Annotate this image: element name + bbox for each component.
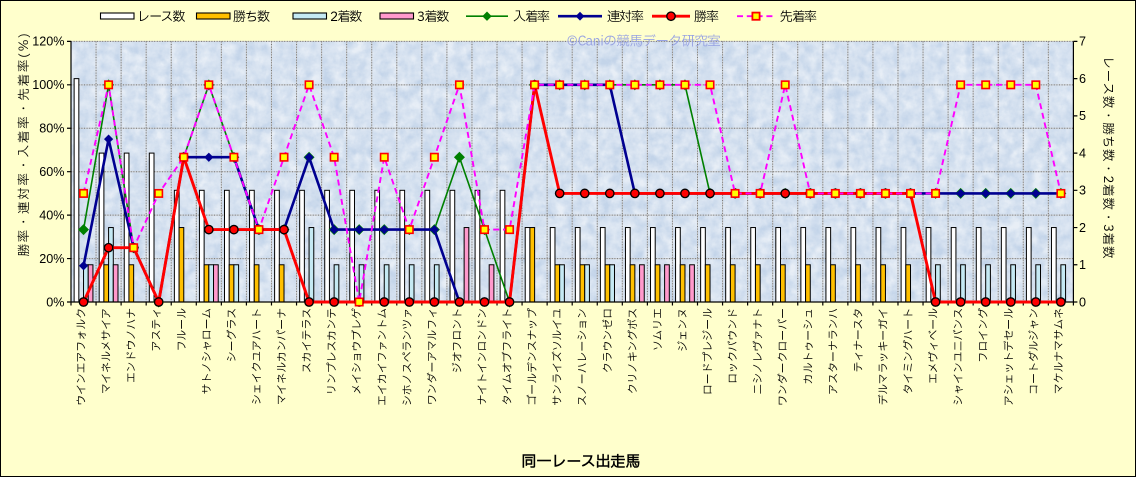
svg-text:2: 2 <box>1079 221 1086 235</box>
svg-text:2着数: 2着数 <box>330 7 362 27</box>
svg-text:デルマラッキーガイ: デルマラッキーガイ <box>875 308 892 405</box>
svg-text:60%: 60% <box>39 165 64 179</box>
svg-text:ティナースタ: ティナースタ <box>850 308 867 372</box>
svg-text:クラウンゼロ: クラウンゼロ <box>599 308 616 373</box>
svg-text:80%: 80% <box>39 122 64 136</box>
svg-text:勝率: 勝率 <box>694 7 719 27</box>
svg-text:タイミングハート: タイミングハート <box>900 308 917 394</box>
svg-text:連対率: 連対率 <box>607 7 644 27</box>
svg-text:フルール: フルール <box>173 308 190 351</box>
svg-text:アスティ: アスティ <box>148 308 165 351</box>
svg-text:サトノシャローム: サトノシャローム <box>198 308 215 394</box>
svg-text:レース数: レース数 <box>137 7 185 27</box>
svg-text:ジオフロント: ジオフロント <box>449 308 466 373</box>
svg-text:1: 1 <box>1079 258 1086 272</box>
svg-text:フロイング: フロイング <box>975 308 992 363</box>
svg-text:マイネルカンパーナ: マイネルカンパーナ <box>274 308 291 405</box>
svg-text:ニシノレヴァナト: ニシノレヴァナト <box>750 308 767 395</box>
svg-text:レース数・勝ち数・2着数・3着数: レース数・勝ち数・2着数・3着数 <box>1098 57 1116 260</box>
svg-text:勝率・連対率・入着率・先着率(%): 勝率・連対率・入着率・先着率(%) <box>16 32 34 257</box>
svg-text:ゴールデンスナップ: ゴールデンスナップ <box>524 308 541 406</box>
svg-text:6: 6 <box>1079 72 1086 86</box>
svg-text:タイムオブフライト: タイムオブフライト <box>499 308 516 405</box>
svg-text:シェイクユアハート: シェイクユアハート <box>248 308 265 405</box>
svg-text:ワンダークローバー: ワンダークローバー <box>775 308 792 406</box>
svg-text:40%: 40% <box>39 208 64 222</box>
svg-text:3着数: 3着数 <box>417 7 449 27</box>
svg-text:マケルナマサムネ: マケルナマサムネ <box>1050 308 1067 394</box>
svg-text:シホノスペランツァ: シホノスペランツァ <box>399 308 416 406</box>
svg-text:クリノキングボス: クリノキングボス <box>624 308 641 394</box>
svg-text:サンライズソルイユ: サンライズソルイユ <box>549 308 566 406</box>
svg-text:ロックバウンド: ロックバウンド <box>725 308 742 384</box>
svg-text:0: 0 <box>1079 295 1086 309</box>
svg-text:ロードプレジール: ロードプレジール <box>700 308 717 395</box>
svg-text:リンプレスカンテ: リンプレスカンテ <box>324 308 341 395</box>
svg-text:スカイテラス: スカイテラス <box>299 308 316 373</box>
svg-text:エイカイファントム: エイカイファントム <box>374 308 391 406</box>
svg-text:120%: 120% <box>32 35 64 49</box>
svg-text:アシェットデセール: アシェットデセール <box>1000 308 1017 406</box>
svg-text:勝ち数: 勝ち数 <box>233 7 270 27</box>
svg-text:エンドウノハナ: エンドウノハナ <box>123 308 140 383</box>
svg-text:ソムリエ: ソムリエ <box>649 308 666 351</box>
svg-text:コートダルジャン: コートダルジャン <box>1025 308 1042 395</box>
svg-text:メイショウブレゲ: メイショウブレゲ <box>349 308 366 395</box>
svg-text:7: 7 <box>1079 35 1086 49</box>
svg-text:4: 4 <box>1079 146 1086 160</box>
svg-text:ウインエアフォルク: ウインエアフォルク <box>73 308 90 406</box>
svg-text:5: 5 <box>1079 109 1086 123</box>
svg-text:ジェンヌ: ジェンヌ <box>674 308 691 352</box>
svg-text:シャインユニバンス: シャインユニバンス <box>950 308 967 406</box>
svg-text:0%: 0% <box>46 295 64 309</box>
svg-text:アスターナランハ: アスターナランハ <box>825 308 842 395</box>
svg-text:100%: 100% <box>32 78 64 92</box>
svg-text:エメヴィベール: エメヴィベール <box>925 308 942 384</box>
svg-text:ワンダーアマルフィ: ワンダーアマルフィ <box>424 308 441 405</box>
svg-text:同一レース出走馬: 同一レース出走馬 <box>521 451 640 474</box>
svg-text:ナイトインロンドン: ナイトインロンドン <box>474 308 491 405</box>
svg-text:20%: 20% <box>39 252 64 266</box>
svg-text:スノーハレーション: スノーハレーション <box>574 308 591 406</box>
svg-text:先着率: 先着率 <box>780 7 817 27</box>
svg-text:©Caniの競馬データ研究室: ©Caniの競馬データ研究室 <box>567 32 720 52</box>
svg-text:3: 3 <box>1079 184 1086 198</box>
svg-text:シーグラス: シーグラス <box>223 308 240 362</box>
svg-text:マイネルメサイア: マイネルメサイア <box>98 308 115 394</box>
svg-text:カルトゥーシュ: カルトゥーシュ <box>800 308 817 384</box>
svg-text:入着率: 入着率 <box>513 7 550 27</box>
